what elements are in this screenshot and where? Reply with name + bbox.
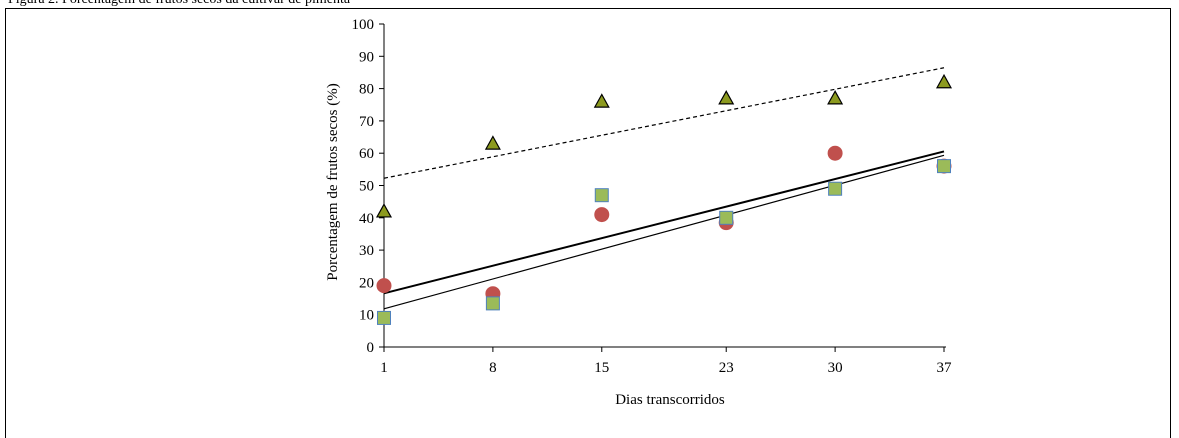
- y-tick-label: 50: [359, 179, 374, 195]
- square-point: [937, 159, 951, 174]
- y-tick-label: 10: [359, 308, 374, 324]
- x-tick-label: 23: [719, 360, 734, 376]
- triangle-point: [827, 90, 844, 105]
- square-point: [719, 210, 734, 225]
- y-tick-label: 30: [359, 243, 374, 259]
- y-tick-label: 20: [359, 275, 374, 291]
- figure-frame: [5, 8, 1171, 438]
- x-tick-label: 8: [489, 360, 497, 376]
- triangle-point: [935, 73, 953, 89]
- square-point: [594, 188, 609, 203]
- circle-point: [376, 278, 392, 294]
- square-point: [485, 296, 500, 311]
- trend-line-2: [383, 150, 945, 295]
- y-tick-label: 60: [359, 146, 374, 162]
- triangle-point: [375, 203, 393, 218]
- y-tick-label: 70: [359, 114, 374, 130]
- trend-line-1: [383, 67, 945, 179]
- y-tick-label: 100: [352, 17, 375, 33]
- x-axis-title: Dias transcorridos: [615, 392, 725, 408]
- circle-point: [827, 145, 843, 161]
- x-tick-label: 1: [380, 360, 388, 376]
- square-point: [828, 181, 843, 196]
- triangle-point: [593, 93, 610, 108]
- data-points: [375, 73, 953, 325]
- circle-point: [594, 207, 610, 223]
- page-top-text: Figura 2. Porcentagem de frutos secos da…: [8, 0, 350, 8]
- x-tick-label: 37: [937, 360, 953, 376]
- tick-labels: 0 10 20 30 40 50 60 70 80 90 100 1 8 15 23 30 37: [352, 17, 953, 376]
- y-tick-label: 90: [359, 49, 374, 65]
- y-tick-label: 0: [367, 340, 375, 356]
- x-tick-label: 15: [594, 360, 609, 376]
- trend-line-3: [383, 154, 945, 310]
- trend-lines: [383, 67, 945, 310]
- triangle-point: [484, 135, 501, 150]
- triangle-point: [718, 90, 735, 105]
- y-axis-title: Porcentagem de frutos secos (%): [325, 83, 341, 280]
- chart-axes: [379, 23, 946, 352]
- square-point: [377, 310, 391, 325]
- x-tick-label: 30: [828, 360, 843, 376]
- y-tick-label: 40: [359, 211, 374, 227]
- y-tick-label: 80: [359, 82, 374, 98]
